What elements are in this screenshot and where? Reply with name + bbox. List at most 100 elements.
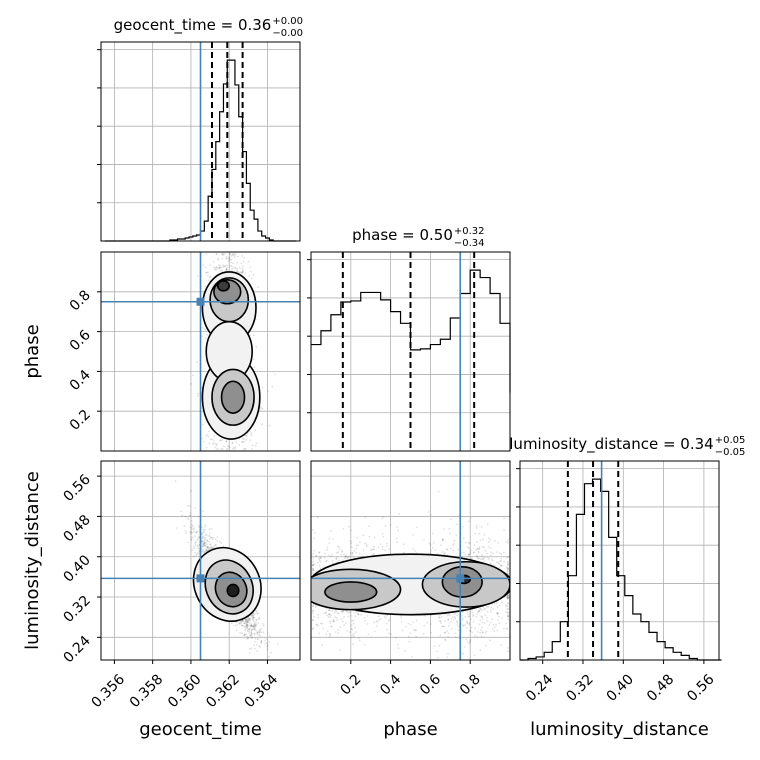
scatter-point [260,641,263,644]
scatter-point [381,546,384,548]
scatter-point [330,625,333,628]
scatter-point [329,633,332,636]
scatter-point [312,619,314,622]
scatter-point [475,616,478,618]
scatter-point [225,268,228,270]
scatter-point [455,534,458,537]
scatter-point [455,636,457,639]
scatter-point [483,546,485,549]
scatter-point [194,542,197,544]
scatter-point [353,612,356,614]
scatter-point [241,441,244,443]
scatter-point [366,623,369,625]
scatter-point [375,620,378,622]
scatter-point [198,526,201,529]
scatter-point [190,536,193,538]
scatter-point [349,611,352,613]
scatter-point [260,640,263,643]
scatter-point [206,546,209,548]
scatter-point [189,530,192,533]
scatter-point [345,555,347,558]
scatter-point [329,622,332,624]
scatter-point [498,566,501,569]
scatter-point [244,622,247,625]
scatter-point [201,540,204,542]
scatter-point [462,537,465,540]
scatter-point [401,629,404,632]
scatter-point [192,374,194,377]
scatter-point [206,433,209,436]
scatter-point [201,543,204,546]
scatter-point [507,595,509,597]
scatter-point [244,273,246,275]
scatter-point [487,605,490,608]
scatter-point [336,612,339,614]
scatter-point [365,543,368,546]
scatter-point [441,538,444,541]
scatter-point [250,432,253,435]
scatter-point [244,627,247,630]
scatter-point [230,622,233,625]
scatter-point [198,549,201,552]
scatter-point [249,634,252,637]
scatter-point [414,629,417,632]
scatter-point [242,260,245,263]
scatter-point [352,635,355,637]
scatter-point [240,620,243,623]
contour-level-4 [216,280,231,292]
scatter-point [252,273,255,276]
scatter-point [415,619,418,622]
scatter-point [252,614,255,617]
scatter-point [480,615,483,618]
scatter-point [474,532,477,535]
scatter-point [226,264,228,266]
scatter-point [507,612,509,614]
scatter-point [256,613,259,615]
scatter-point [476,556,479,558]
scatter-point [351,634,354,636]
scatter-point [507,563,509,566]
scatter-point [226,266,229,268]
scatter-point [210,546,213,549]
scatter-point [241,267,244,270]
scatter-point [234,448,237,450]
scatter-point [203,541,206,544]
scatter-point [481,616,483,618]
scatter-point [201,533,204,535]
scatter-point [174,480,177,483]
scatter-point [194,544,197,546]
scatter-point [507,647,509,649]
scatter-point [404,650,406,653]
scatter-point [229,253,232,255]
scatter-point [251,625,254,627]
scatter-point [225,258,228,260]
scatter-point [188,514,191,517]
scatter-point [354,626,356,629]
scatter-point [252,616,255,619]
panel-title-text: luminosity_distance = 0.34 [509,435,713,454]
scatter-point [192,528,195,531]
scatter-point [196,544,199,546]
scatter-point [214,446,217,449]
scatter-point [260,642,263,644]
scatter-point [214,443,217,445]
panel-border [100,41,301,242]
scatter-point [472,615,474,617]
scatter-point [331,559,334,562]
scatter-point [337,551,339,554]
scatter-point [315,570,318,572]
scatter-point [437,490,440,493]
scatter-point [207,271,209,274]
scatter-point [461,525,464,528]
scatter-point [211,538,214,541]
scatter-point [248,617,251,620]
scatter-point [205,272,208,274]
scatter-point [483,622,486,624]
scatter-point [244,620,247,622]
scatter-point [246,623,248,626]
scatter-point [206,543,209,546]
scatter-point [399,614,402,617]
scatter-point [209,264,212,266]
panel-background [311,252,510,451]
scatter-point [217,264,220,267]
